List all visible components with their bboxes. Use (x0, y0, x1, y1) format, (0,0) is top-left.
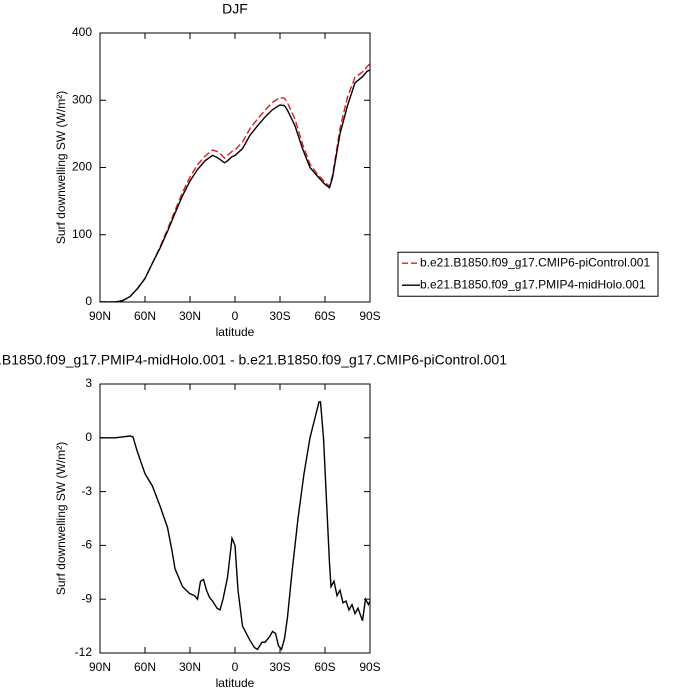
chart-panel: DJF 0 100 200 300 400 90N 60N 30N 0 30S 60S 90S latit… (54, 1, 659, 339)
x-tick-label: 30N (179, 660, 201, 674)
x-axis-label: latitude (216, 325, 255, 339)
x-tick-label: 0 (232, 660, 239, 674)
y-tick-label: 3 (85, 376, 92, 390)
y-tick-label: -3 (81, 484, 92, 498)
y-tick-label: 0 (85, 430, 92, 444)
y-tick-label: -6 (81, 538, 92, 552)
legend-label: b.e21.B1850.f09_g17.CMIP6-piControl.001 (420, 255, 650, 269)
x-tick-label: 30S (269, 309, 290, 323)
y-tick-label: 200 (72, 160, 92, 174)
plot-area (100, 401, 370, 651)
plot-area (100, 63, 370, 302)
x-tick-label: 60N (134, 660, 156, 674)
x-tick-label: 60S (314, 309, 335, 323)
data-line (100, 69, 370, 302)
chart-panel: b.e21.B1850.f09_g17.PMIP4-midHolo.001 - … (0, 352, 507, 690)
plot-frame (99, 32, 371, 303)
plot-frame (99, 383, 371, 654)
x-tick-label: 90N (89, 309, 111, 323)
y-axis-label: Surf downwelling SW (W/m²) (54, 91, 68, 244)
chart-title: DJF (222, 1, 248, 17)
x-tick-label: 0 (232, 309, 239, 323)
legend-box (397, 251, 659, 297)
chart-title: b.e21.B1850.f09_g17.PMIP4-midHolo.001 - … (0, 352, 507, 368)
y-tick-label: -12 (75, 645, 93, 659)
y-tick-label: 100 (72, 227, 92, 241)
y-axis-label: Surf downwelling SW (W/m²) (54, 442, 68, 595)
x-tick-label: 60N (134, 309, 156, 323)
y-tick-label: 0 (85, 294, 92, 308)
y-tick-label: 300 (72, 92, 92, 106)
x-tick-label: 30N (179, 309, 201, 323)
x-tick-label: 90N (89, 660, 111, 674)
x-tick-label: 30S (269, 660, 290, 674)
y-tick-label: -9 (81, 591, 92, 605)
data-line (100, 401, 370, 651)
x-tick-label: 60S (314, 660, 335, 674)
x-tick-label: 90S (359, 660, 380, 674)
x-tick-label: 90S (359, 309, 380, 323)
legend-label: b.e21.B1850.f09_g17.PMIP4-midHolo.001 (420, 277, 646, 291)
data-line (100, 63, 370, 302)
x-axis-label: latitude (216, 676, 255, 690)
legend: b.e21.B1850.f09_g17.CMIP6-piControl.001b… (397, 251, 659, 297)
y-tick-label: 400 (72, 25, 92, 39)
